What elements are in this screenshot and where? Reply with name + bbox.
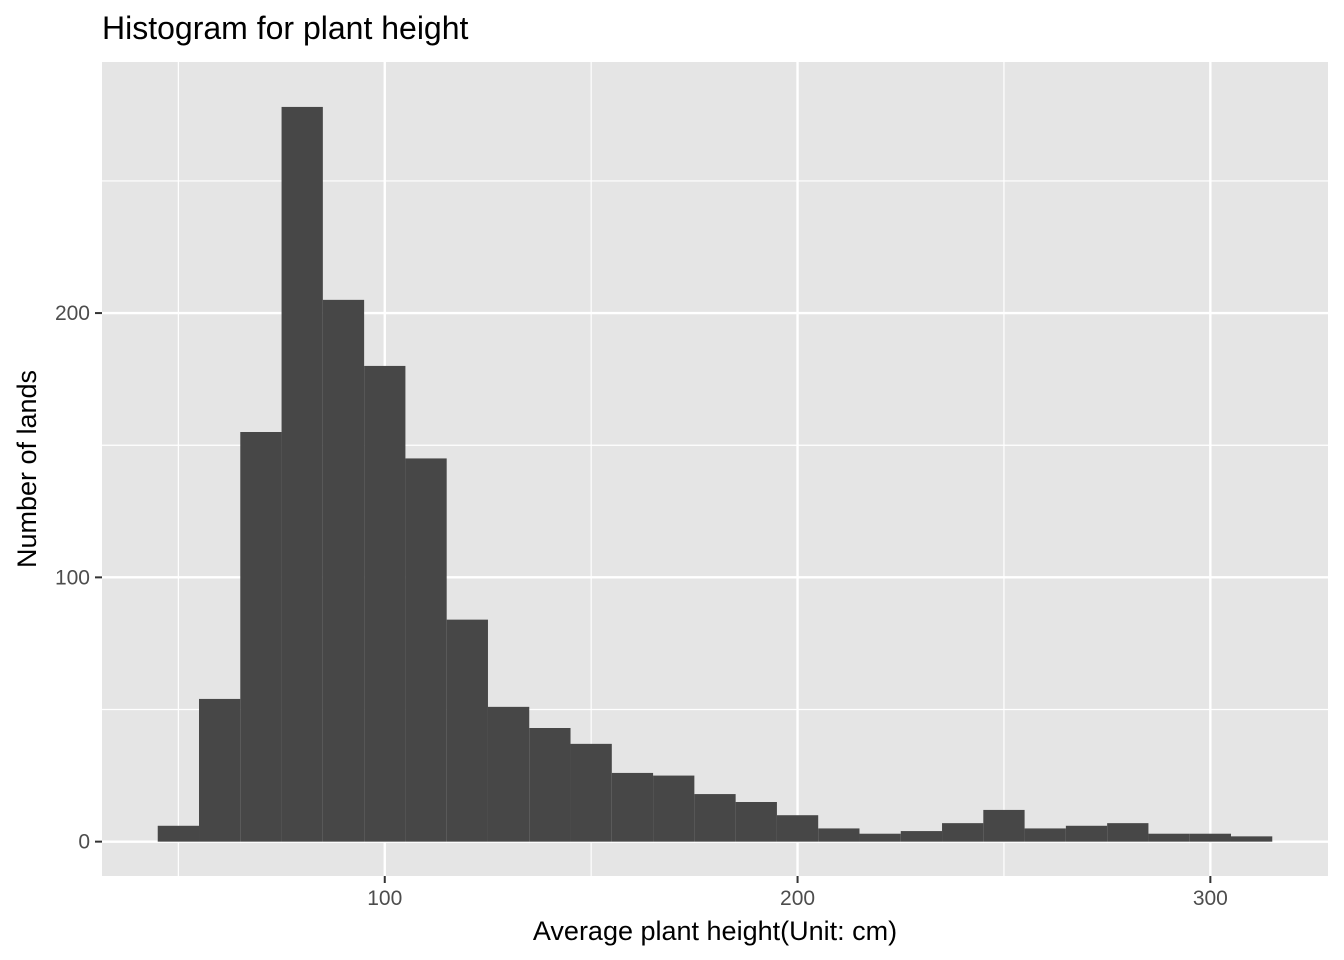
histogram-bar xyxy=(1065,825,1108,842)
histogram-bar xyxy=(240,432,282,842)
x-tick-label: 300 xyxy=(1193,887,1228,910)
histogram-bar xyxy=(199,698,241,842)
y-tick-label: 200 xyxy=(55,302,90,325)
y-axis-ticks: 0 100 200 xyxy=(55,302,102,854)
histogram-bar xyxy=(1024,828,1066,842)
histogram-bar xyxy=(529,728,571,842)
histogram-bar xyxy=(1230,836,1273,842)
histogram-bars xyxy=(157,106,1273,842)
histogram-bar xyxy=(694,794,736,842)
histogram-bar xyxy=(900,831,943,842)
histogram-bar xyxy=(570,743,612,842)
histogram-bar xyxy=(157,825,200,842)
histogram-bar xyxy=(1107,823,1149,842)
histogram-bar xyxy=(1148,833,1190,842)
x-axis-ticks: 100 200 300 xyxy=(367,876,1228,910)
y-tick-label: 0 xyxy=(78,831,90,854)
histogram-bar xyxy=(818,828,860,842)
histogram-bar xyxy=(487,706,530,842)
histogram-bar xyxy=(735,802,777,842)
histogram-bar xyxy=(405,458,447,842)
histogram-bar xyxy=(859,833,901,842)
x-tick-label: 200 xyxy=(780,887,815,910)
y-tick-label: 100 xyxy=(55,566,90,589)
histogram-bar xyxy=(983,809,1025,842)
chart-title: Histogram for plant height xyxy=(102,10,469,46)
histogram-bar xyxy=(653,775,695,842)
histogram-bar xyxy=(776,815,819,842)
histogram-bar xyxy=(446,619,488,842)
x-tick-label: 100 xyxy=(367,887,402,910)
histogram-bar xyxy=(281,106,323,842)
histogram-bar xyxy=(364,365,406,842)
histogram-bar xyxy=(322,299,365,842)
histogram-bar xyxy=(942,823,984,842)
histogram-bar xyxy=(1189,833,1231,842)
x-axis-title: Average plant height(Unit: cm) xyxy=(533,916,897,946)
y-axis-title: Number of lands xyxy=(12,370,42,568)
histogram-bar xyxy=(611,772,654,842)
